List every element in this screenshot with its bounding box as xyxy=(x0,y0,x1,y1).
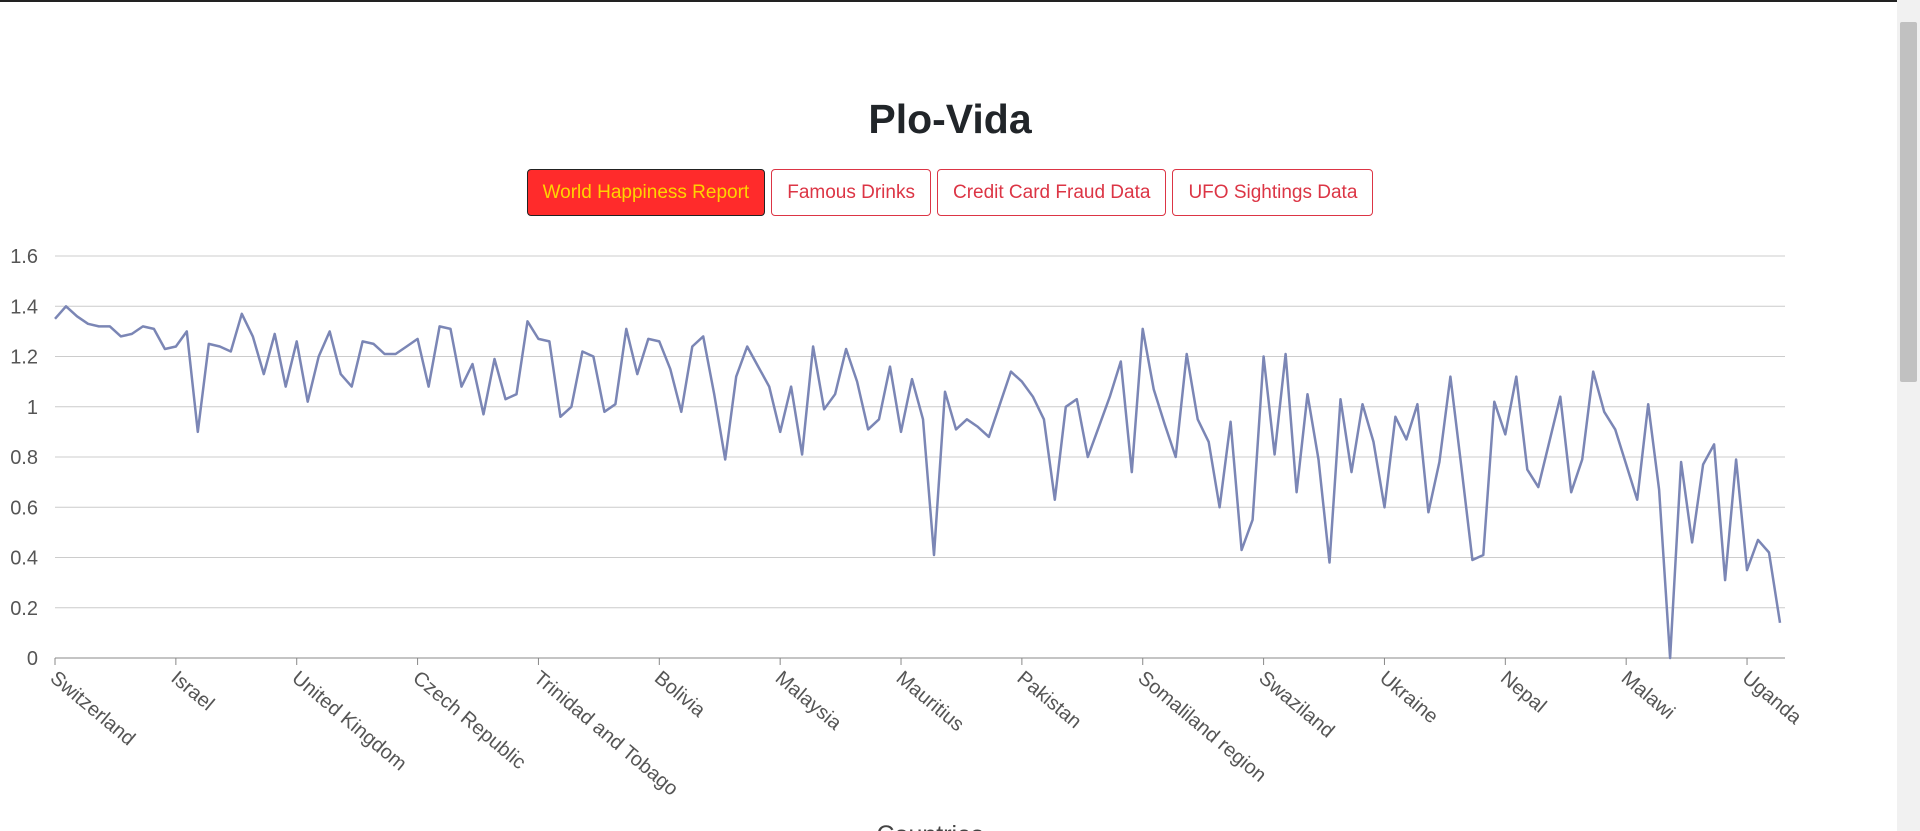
x-tick-label: Ivory Coast xyxy=(1859,667,1860,749)
y-tick-label: 0.6 xyxy=(10,497,38,519)
happiness-line-chart: 0 0.2 0.4 0.6 0.8 1 1.2 1.4 1.6 Switzerland Israe… xyxy=(10,246,1860,831)
x-tick-label: Malawi xyxy=(1617,667,1679,724)
y-tick-label: 0.4 xyxy=(10,548,38,570)
dataset-nav: World Happiness Report Famous Drinks Cre… xyxy=(0,169,1900,216)
y-tick-label: 0 xyxy=(27,648,38,670)
y-tick-label: 1.2 xyxy=(10,347,38,369)
series-line xyxy=(54,305,1782,660)
x-tick-label: Uganda xyxy=(1738,667,1806,729)
world-happiness-report-button[interactable]: World Happiness Report xyxy=(526,169,766,216)
scrollbar-thumb[interactable] xyxy=(1900,22,1917,382)
x-tick-label: Israel xyxy=(167,667,219,715)
page-title: Plo-Vida xyxy=(868,96,1032,142)
x-tick-label: Switzerland xyxy=(46,667,139,750)
x-tick-label: Ukraine xyxy=(1375,667,1442,728)
window-top-border xyxy=(0,0,1920,2)
y-tick-label: 1.4 xyxy=(10,296,38,318)
x-tick-label: Swaziland xyxy=(1254,667,1338,742)
y-tick-label: 0.2 xyxy=(10,598,38,620)
y-axis-ticks: 0 0.2 0.4 0.6 0.8 1 1.2 1.4 1.6 xyxy=(10,246,38,670)
x-tick-label: Nepal xyxy=(1496,667,1550,717)
y-tick-label: 1 xyxy=(27,397,38,419)
x-tick-label: Pakistan xyxy=(1013,667,1086,733)
x-tick-label: United Kingdom xyxy=(288,667,411,775)
ufo-sightings-data-button[interactable]: UFO Sightings Data xyxy=(1172,169,1374,216)
famous-drinks-button[interactable]: Famous Drinks xyxy=(771,169,931,216)
x-tick-label: Somaliland region xyxy=(1134,667,1271,787)
x-axis-title: Countries xyxy=(877,821,984,831)
y-tick-label: 1.6 xyxy=(10,246,38,268)
x-tick-label: Czech Republic xyxy=(408,667,529,774)
credit-card-fraud-data-button[interactable]: Credit Card Fraud Data xyxy=(936,169,1167,216)
x-tick-label: Malaysia xyxy=(771,667,846,735)
y-tick-label: 0.8 xyxy=(10,447,38,469)
x-tick-label: Bolivia xyxy=(650,667,710,722)
x-tick-label: Mauritius xyxy=(892,667,968,736)
